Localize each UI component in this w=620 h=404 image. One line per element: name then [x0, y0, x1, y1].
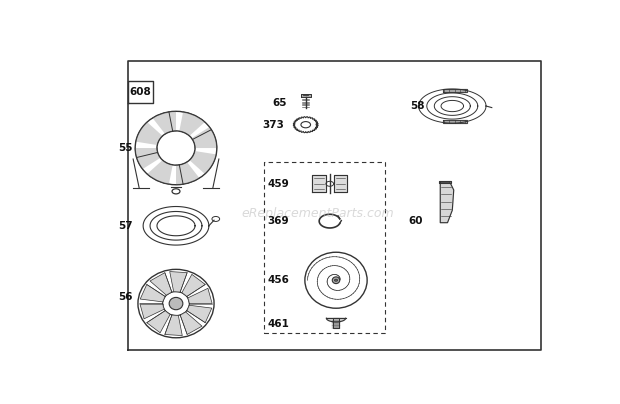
Text: 57: 57 — [118, 221, 133, 231]
Text: eReplacementParts.com: eReplacementParts.com — [241, 207, 394, 220]
Polygon shape — [176, 162, 200, 185]
Text: 65: 65 — [272, 98, 286, 108]
Polygon shape — [179, 112, 205, 136]
Text: 58: 58 — [410, 101, 425, 111]
Polygon shape — [170, 271, 187, 292]
Text: 60: 60 — [408, 216, 422, 226]
Polygon shape — [136, 122, 162, 145]
Polygon shape — [182, 274, 205, 297]
Polygon shape — [301, 94, 311, 97]
Polygon shape — [147, 311, 170, 333]
Polygon shape — [192, 127, 217, 148]
Ellipse shape — [332, 277, 340, 284]
Text: 456: 456 — [267, 275, 289, 285]
Polygon shape — [147, 160, 173, 184]
Polygon shape — [165, 315, 182, 336]
Polygon shape — [187, 305, 212, 323]
Polygon shape — [140, 303, 164, 319]
Polygon shape — [443, 89, 467, 92]
Polygon shape — [326, 318, 345, 322]
Polygon shape — [180, 312, 202, 335]
Polygon shape — [153, 112, 176, 134]
Polygon shape — [443, 120, 467, 123]
Polygon shape — [333, 318, 339, 328]
Polygon shape — [135, 148, 161, 169]
Text: 56: 56 — [118, 292, 133, 302]
Text: 461: 461 — [267, 319, 289, 329]
Ellipse shape — [169, 297, 183, 310]
Polygon shape — [150, 273, 172, 295]
Text: 373: 373 — [262, 120, 284, 130]
Polygon shape — [334, 175, 347, 192]
Polygon shape — [440, 181, 451, 183]
Text: 459: 459 — [267, 179, 289, 189]
Polygon shape — [140, 284, 165, 302]
Circle shape — [334, 279, 337, 281]
Polygon shape — [312, 175, 326, 192]
Polygon shape — [190, 151, 216, 174]
Text: 608: 608 — [130, 87, 151, 97]
Polygon shape — [440, 182, 454, 223]
Text: 369: 369 — [267, 216, 289, 226]
Polygon shape — [188, 288, 212, 303]
Text: 55: 55 — [118, 143, 133, 153]
